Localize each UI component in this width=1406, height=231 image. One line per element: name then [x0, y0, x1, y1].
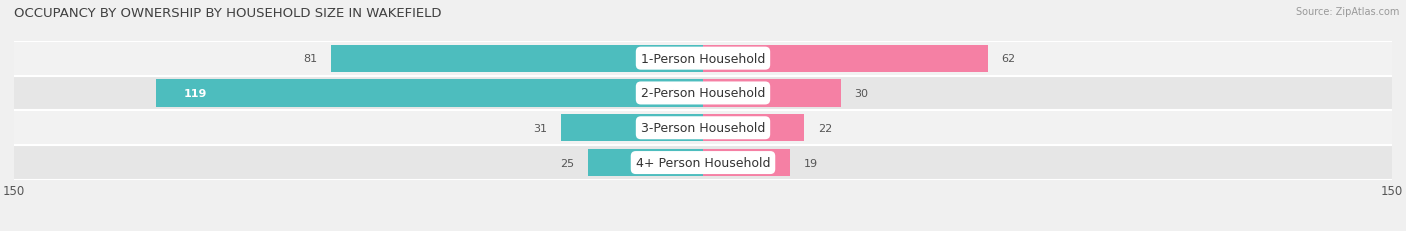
Text: 81: 81 — [304, 54, 318, 64]
Text: 62: 62 — [1001, 54, 1015, 64]
Text: OCCUPANCY BY OWNERSHIP BY HOUSEHOLD SIZE IN WAKEFIELD: OCCUPANCY BY OWNERSHIP BY HOUSEHOLD SIZE… — [14, 7, 441, 20]
Bar — [14, 42, 1392, 76]
Bar — [156, 80, 703, 107]
Bar — [588, 149, 703, 176]
Text: 22: 22 — [818, 123, 832, 133]
Bar — [14, 146, 1392, 180]
Bar — [703, 149, 790, 176]
Bar — [703, 80, 841, 107]
Bar — [330, 46, 703, 73]
Text: 4+ Person Household: 4+ Person Household — [636, 156, 770, 169]
Text: 30: 30 — [855, 88, 869, 99]
Text: 3-Person Household: 3-Person Household — [641, 122, 765, 135]
Bar — [14, 76, 1392, 111]
Bar — [561, 115, 703, 142]
Bar — [14, 111, 1392, 146]
Text: Source: ZipAtlas.com: Source: ZipAtlas.com — [1295, 7, 1399, 17]
Bar — [703, 46, 988, 73]
Text: 19: 19 — [804, 158, 818, 168]
Text: 31: 31 — [533, 123, 547, 133]
Text: 119: 119 — [184, 88, 207, 99]
Text: 2-Person Household: 2-Person Household — [641, 87, 765, 100]
Bar — [703, 115, 804, 142]
Text: 25: 25 — [560, 158, 575, 168]
Text: 1-Person Household: 1-Person Household — [641, 52, 765, 65]
